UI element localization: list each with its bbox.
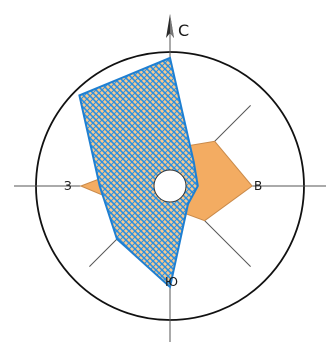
north-arrow-icon [166, 14, 174, 38]
west-label: З [64, 179, 72, 193]
center-circle [153, 169, 187, 203]
south-label: Ю [165, 275, 178, 289]
series-layer [78, 56, 253, 289]
north-label: С [178, 21, 189, 40]
east-label: В [254, 179, 262, 193]
series-polygon-blue [78, 56, 199, 289]
